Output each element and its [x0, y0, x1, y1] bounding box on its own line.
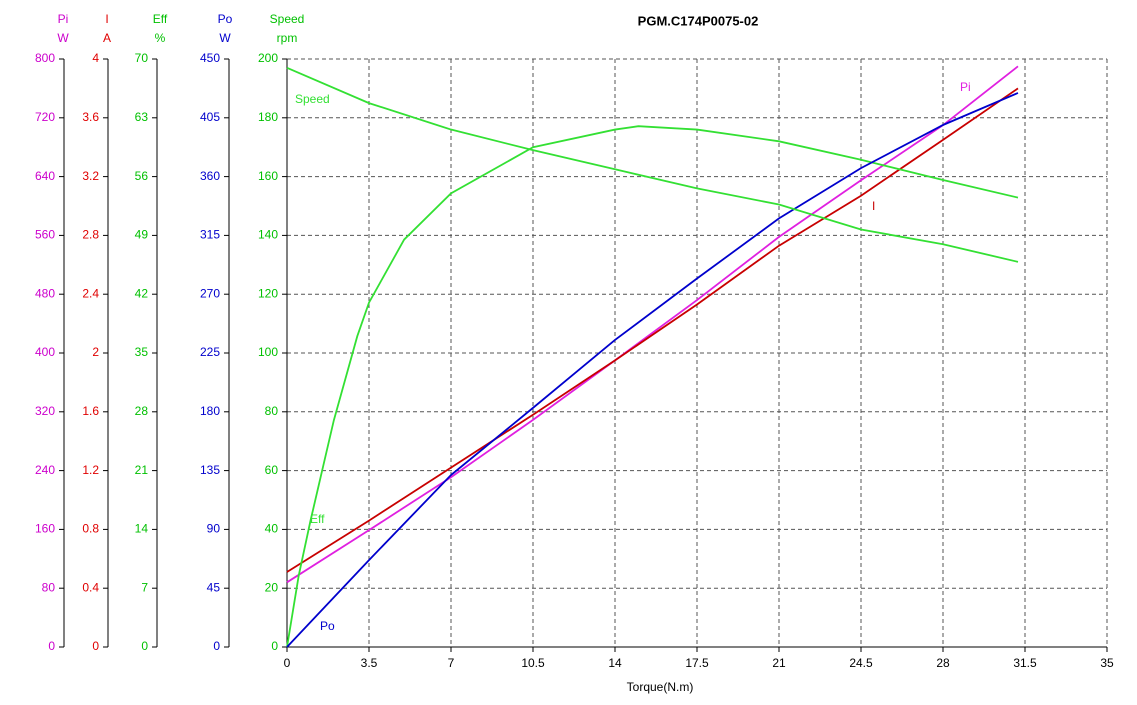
y-tick-label: 2.4: [82, 286, 99, 300]
y-tick-label: 480: [35, 286, 55, 300]
y-tick-label: 320: [35, 404, 55, 418]
x-tick-label: 35: [1100, 656, 1114, 670]
y-tick-label: 0: [92, 639, 99, 653]
chart-title: PGM.C174P0075-02: [638, 13, 759, 28]
series-label: Speed: [295, 92, 330, 106]
y-tick-label: 800: [35, 51, 55, 65]
axis-name: Po: [218, 12, 233, 26]
y-tick-label: 180: [258, 110, 278, 124]
y-tick-label: 720: [35, 110, 55, 124]
x-tick-label: 0: [284, 656, 291, 670]
y-tick-label: 180: [200, 404, 220, 418]
y-tick-label: 3.2: [82, 169, 99, 183]
y-tick-label: 80: [265, 404, 279, 418]
x-tick-label: 24.5: [849, 656, 873, 670]
series-line: [286, 65, 1019, 584]
axis-name: Speed: [270, 12, 305, 26]
series-line: [286, 87, 1019, 573]
y-tick-label: 200: [258, 51, 278, 65]
y-tick-label: 315: [200, 228, 220, 242]
y-tick-label: 3.6: [82, 110, 99, 124]
y-tick-label: 28: [135, 404, 149, 418]
x-tick-label: 21: [772, 656, 786, 670]
y-tick-label: 80: [42, 580, 56, 594]
y-tick-label: 270: [200, 286, 220, 300]
axis-name: Pi: [58, 12, 69, 26]
y-tick-label: 0: [271, 639, 278, 653]
axis-name: Eff: [153, 12, 168, 26]
y-tick-label: 21: [135, 463, 149, 477]
y-tick-label: 40: [265, 522, 279, 536]
y-tick-label: 7: [141, 580, 148, 594]
y-tick-label: 42: [135, 286, 149, 300]
axis-unit: W: [219, 31, 231, 45]
x-tick-label: 31.5: [1013, 656, 1037, 670]
y-tick-label: 405: [200, 110, 220, 124]
y-tick-label: 56: [135, 169, 149, 183]
x-tick-label: 28: [936, 656, 950, 670]
axis-unit: rpm: [277, 31, 298, 45]
axis-name: I: [105, 12, 108, 26]
y-tick-label: 400: [35, 345, 55, 359]
y-tick-label: 0.8: [82, 522, 99, 536]
y-tick-label: 360: [200, 169, 220, 183]
x-tick-label: 14: [608, 656, 622, 670]
x-tick-label: 7: [448, 656, 455, 670]
y-tick-label: 560: [35, 228, 55, 242]
y-tick-label: 70: [135, 51, 149, 65]
y-tick-label: 2.8: [82, 228, 99, 242]
x-axis-label: Torque(N.m): [627, 680, 694, 694]
y-tick-label: 1.6: [82, 404, 99, 418]
y-tick-label: 0: [213, 639, 220, 653]
axis-unit: W: [57, 31, 69, 45]
y-tick-label: 100: [258, 345, 278, 359]
y-tick-label: 640: [35, 169, 55, 183]
x-tick-label: 17.5: [685, 656, 709, 670]
y-tick-label: 0: [48, 639, 55, 653]
y-tick-label: 90: [207, 522, 221, 536]
y-tick-label: 160: [258, 169, 278, 183]
series-line: [286, 92, 1019, 648]
series-line: [286, 66, 1019, 263]
x-tick-label: 3.5: [361, 656, 378, 670]
axis-unit: A: [103, 31, 111, 45]
y-tick-label: 0.4: [82, 580, 99, 594]
series-label: I: [872, 199, 875, 213]
y-tick-label: 45: [207, 580, 221, 594]
y-tick-label: 63: [135, 110, 149, 124]
y-tick-label: 225: [200, 345, 220, 359]
axis-unit: %: [155, 31, 166, 45]
y-tick-label: 20: [265, 580, 279, 594]
y-tick-label: 450: [200, 51, 220, 65]
y-tick-label: 4: [92, 51, 99, 65]
series-label: Eff: [310, 512, 325, 526]
y-tick-label: 0: [141, 639, 148, 653]
y-tick-label: 2: [92, 345, 99, 359]
y-tick-label: 60: [265, 463, 279, 477]
x-tick-label: 10.5: [521, 656, 545, 670]
series-label: Po: [320, 619, 335, 633]
y-tick-label: 120: [258, 286, 278, 300]
series-label: Pi: [960, 80, 971, 94]
y-tick-label: 1.2: [82, 463, 99, 477]
series-line: [286, 125, 1019, 648]
y-tick-label: 135: [200, 463, 220, 477]
y-tick-label: 140: [258, 228, 278, 242]
y-tick-label: 35: [135, 345, 149, 359]
y-tick-label: 160: [35, 522, 55, 536]
y-tick-label: 14: [135, 522, 149, 536]
y-tick-label: 240: [35, 463, 55, 477]
y-tick-label: 49: [135, 228, 149, 242]
